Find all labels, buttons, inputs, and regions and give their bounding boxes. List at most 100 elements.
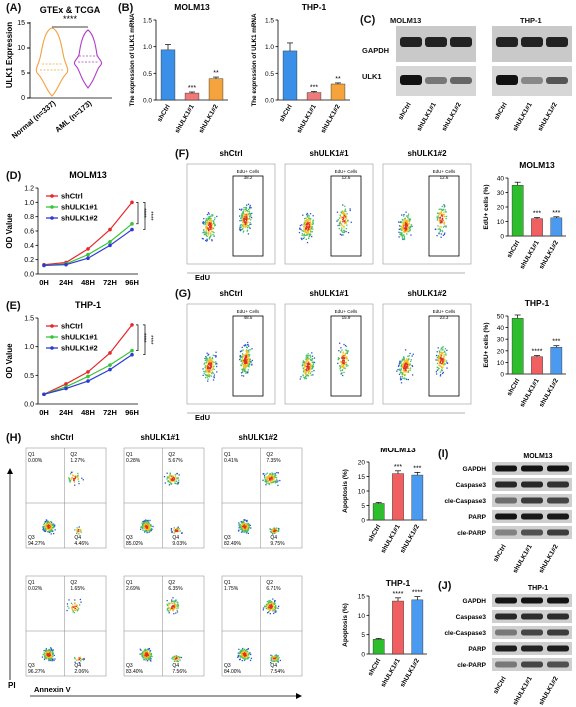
flow-event — [210, 215, 212, 217]
flow-event — [207, 358, 209, 360]
flow-event — [47, 651, 49, 654]
flow-event — [74, 599, 76, 601]
flow-event — [206, 359, 208, 362]
flow-event — [73, 602, 76, 604]
flow-event — [172, 475, 174, 477]
flow-event — [345, 217, 347, 220]
flow-event — [178, 657, 180, 660]
flow-event — [341, 227, 343, 229]
flow-event — [46, 531, 49, 533]
flow-event — [241, 368, 243, 371]
flow-event — [436, 359, 439, 361]
flow-event — [169, 480, 171, 483]
flow-event — [48, 522, 50, 524]
flow-event — [268, 480, 270, 483]
gate-value: 12.6 — [440, 175, 449, 180]
flow-event — [251, 348, 253, 350]
flow-event — [437, 228, 439, 230]
y-tick-label: 40 — [497, 325, 505, 332]
flow-event — [248, 226, 251, 229]
flow-event — [241, 649, 243, 651]
flow-event — [404, 228, 407, 231]
flow-event — [241, 523, 243, 525]
flow-event — [208, 238, 211, 240]
y-tick-label: 15 — [358, 474, 366, 481]
flow-event — [146, 652, 148, 654]
flow-event — [249, 361, 251, 363]
flow-event — [214, 224, 217, 226]
flow-event — [202, 368, 204, 370]
bar — [372, 639, 385, 655]
x-axis-label: EdU — [195, 273, 210, 282]
flow-event — [400, 364, 403, 367]
flow-event — [309, 221, 312, 224]
flow-event — [174, 604, 176, 606]
flow-event — [248, 351, 250, 353]
flow-event — [265, 607, 267, 610]
flow-event — [215, 356, 217, 358]
flow-event — [246, 218, 248, 220]
flow-event — [238, 522, 240, 524]
flow-event — [42, 526, 44, 528]
flow-event — [309, 234, 311, 237]
flow-event — [405, 369, 407, 372]
flow-event — [48, 658, 50, 660]
flow-event — [247, 371, 249, 373]
flow-event — [398, 368, 401, 370]
flow-event — [206, 374, 209, 376]
significance-bracket — [136, 201, 139, 225]
blot-row-label: cle-PARP — [457, 530, 486, 537]
flow-event — [339, 368, 341, 370]
flow-event — [246, 356, 249, 358]
flow-event — [75, 475, 78, 478]
flow-event — [440, 353, 442, 355]
quadrant-value: 82.49% — [224, 541, 242, 547]
flow-event — [404, 225, 407, 227]
flow-event — [206, 376, 208, 378]
flow-event — [443, 357, 445, 359]
flow-event — [304, 368, 306, 371]
flow-event — [78, 604, 81, 606]
flow-event — [300, 376, 302, 378]
flow-event — [241, 208, 243, 210]
y-tick-label: 1.0 — [24, 200, 34, 207]
flow-event — [211, 240, 213, 242]
flow-event — [443, 223, 445, 225]
flow-event — [347, 231, 350, 234]
flow-event — [48, 657, 50, 659]
flow-event — [400, 382, 403, 384]
flow-event — [436, 212, 439, 215]
flow-event — [264, 605, 266, 607]
flow-event — [341, 211, 344, 213]
flow-event — [304, 229, 306, 231]
flow-event — [301, 224, 303, 226]
flow-event — [242, 371, 244, 374]
flow-event — [210, 224, 212, 227]
flow-event — [172, 600, 174, 602]
flow-event — [310, 363, 312, 365]
flow-event — [215, 365, 218, 368]
flow-event — [149, 519, 151, 522]
c-blot-image: shCtrl shULK1#1 shULK1#2 shCtrl shULK1#1… — [396, 26, 572, 133]
flow-event — [168, 476, 171, 478]
flow-event — [209, 367, 211, 369]
flow-event — [268, 482, 271, 485]
flow-event — [211, 214, 213, 216]
flow-event — [204, 357, 206, 360]
panel-a-ylabel: ULK1 Expression — [5, 22, 14, 88]
flow-event — [81, 477, 83, 479]
flow-event — [245, 532, 248, 534]
blot-row-label: cle-Caspase3 — [444, 630, 486, 637]
flow-event — [212, 233, 214, 236]
blot-band — [547, 465, 569, 472]
x-category-label: shCtrl — [506, 239, 522, 259]
flow-event — [77, 478, 79, 480]
flow-event — [245, 360, 248, 363]
flow-event — [308, 226, 310, 229]
flow-event — [308, 233, 311, 235]
flow-event — [446, 349, 448, 351]
flow-event — [409, 367, 412, 369]
flow-event — [50, 649, 53, 651]
flow-event — [50, 526, 52, 529]
flow-event — [144, 526, 146, 529]
